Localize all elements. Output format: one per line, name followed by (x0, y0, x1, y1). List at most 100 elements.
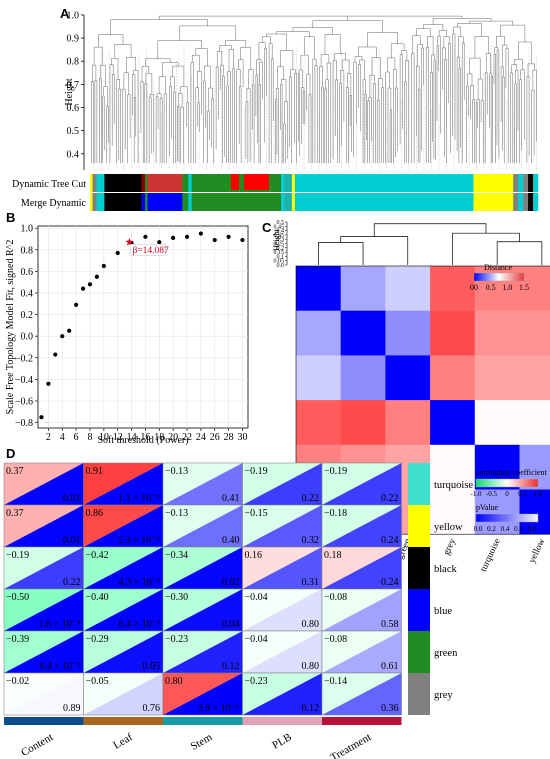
eigengene-dendro-tick-label: 0.0 (277, 263, 285, 269)
pvalue-value: 0.22 (63, 577, 81, 588)
scatter-x-tick-label: 12 (113, 432, 123, 443)
pvalue-triangle (163, 589, 243, 631)
distance-cell (474, 489, 520, 535)
pvalue-value: 0.41 (222, 493, 240, 504)
pvalue-triangle (83, 589, 163, 631)
pvalue-triangle (4, 463, 84, 505)
pvalue-triangle (163, 463, 243, 505)
trait-color-strip: Content Leaf Stem PLB Treatment (4, 717, 402, 759)
module-row-label: black (434, 564, 457, 575)
eigengene-dendro-tick-label: 0.35 (274, 233, 285, 239)
scatter-x-tick-label: 2 (46, 432, 51, 443)
panel-d-letter: D (6, 446, 15, 461)
pvalue-triangle (83, 631, 163, 673)
module-swatch (408, 673, 430, 715)
eigengene-col-label: turquoise (479, 537, 503, 573)
pvalue-value: 0.80 (302, 619, 320, 630)
pvalue-legend-tick: 0.0 (474, 525, 483, 533)
distance-cell (296, 310, 342, 356)
correlation-legend: correlation coefficient pValue -1.0 -0.5 0… (470, 468, 547, 533)
corr-legend-tick: -1.0 (470, 490, 482, 498)
pvalue-triangle (242, 547, 322, 589)
panel-b-scatter: 2 4 6 8 10 12 14 16 18 20 22 24 26 28 30−0.8−0.6−0.4−0… (5, 224, 249, 446)
module-color-segment (291, 193, 296, 211)
scatter-axes: 2 4 6 8 10 12 14 16 18 20 22 24 26 28 30−0.8−0.6−0.4−0… (15, 224, 248, 443)
trait-swatch (83, 717, 163, 725)
module-color-segment (145, 193, 148, 211)
module-color-segment (141, 174, 146, 192)
panel-a-letter: A (60, 6, 70, 21)
panel-d-trait-heatmap: 0.370.010.911.1 × 10⁻⁹−0.130.41−0.190.22… (3, 462, 547, 759)
module-color-bars (90, 174, 539, 211)
distance-cell (296, 400, 342, 446)
eigengene-dendro-tick-label: 0.3 (277, 237, 285, 243)
scatter-point (39, 415, 44, 420)
corr-legend-tick: 0 (505, 490, 509, 498)
eigengene-dendro-tick-label: 0.45 (274, 224, 285, 230)
corr-value: −0.08 (324, 592, 347, 603)
distance-cell (296, 266, 342, 312)
pvalue-value: 0.80 (302, 661, 320, 672)
trait-label: PLB (270, 731, 293, 751)
dendro-y-tick-label: 0.6 (67, 103, 80, 114)
corr-value: −0.19 (6, 550, 29, 561)
pvalue-value: 0.40 (222, 535, 240, 546)
module-color-segment (523, 193, 529, 211)
module-row-label: blue (434, 606, 452, 617)
corr-value: −0.14 (324, 676, 347, 687)
corr-value: −0.23 (245, 676, 268, 687)
distance-cell (340, 355, 386, 401)
module-color-segment (191, 193, 282, 211)
module-color-segment (145, 174, 148, 192)
module-color-segment (291, 174, 296, 192)
distance-cell (519, 310, 550, 356)
eigengene-dendro-branches (318, 223, 543, 265)
distance-cell (519, 266, 550, 312)
corr-value: 0.91 (86, 466, 104, 477)
dendro-y-tick-label: 0.8 (67, 57, 80, 68)
pvalue-triangle (163, 547, 243, 589)
scatter-point (87, 282, 93, 287)
pvalue-legend-tick: 0.2 (487, 525, 496, 533)
pvalue-value: 0.76 (143, 703, 161, 714)
pvalue-legend-title: pValue (476, 503, 499, 512)
distance-legend-tick: 0.5 (486, 283, 496, 292)
corr-value: −0.39 (6, 634, 29, 645)
trait-label: Content (19, 731, 55, 759)
corr-value: 0.86 (86, 508, 104, 519)
module-color-segment (528, 174, 534, 192)
module-color-segment (92, 193, 97, 211)
module-color-segment (188, 193, 193, 211)
scatter-point (143, 234, 148, 239)
module-row-label: turquoise (434, 480, 473, 491)
pvalue-triangle (242, 505, 322, 547)
eigengene-dendro-tick-label: 0.2 (277, 246, 285, 252)
module-color-segment (473, 174, 514, 192)
scatter-point (115, 250, 120, 256)
scatter-x-tick-label: 18 (154, 432, 164, 443)
scatter-y-tick-label: 0.0 (21, 332, 34, 343)
pvalue-value: 3.9 × 10⁻⁶ (198, 703, 240, 714)
scatter-x-tick-label: 4 (60, 432, 65, 443)
scatter-y-label: Scale Free Topology Model Fit, signed R^… (5, 240, 16, 415)
scatter-y-tick-label: −0.2 (15, 353, 33, 364)
pvalue-triangle (83, 463, 163, 505)
eigengene-dendrogram: 0.50.450.40.350.30.250.20.150.10.050.0 (274, 220, 543, 269)
pvalue-triangle (4, 547, 84, 589)
distance-cell (296, 355, 342, 401)
corr-value: 0.16 (245, 550, 263, 561)
corr-legend-title: correlation coefficient (476, 468, 547, 477)
pvalue-legend-bar (475, 513, 539, 523)
corr-value: −0.40 (86, 592, 109, 603)
scatter-x-tick-label: 10 (99, 432, 109, 443)
corr-value: −0.19 (324, 466, 347, 477)
module-color-segment (294, 193, 474, 211)
pvalue-value: 0.22 (381, 493, 399, 504)
pvalue-triangle (4, 631, 84, 673)
pvalue-triangle (163, 505, 243, 547)
pvalue-value: 0.24 (381, 535, 399, 546)
scatter-y-tick-label: 0.2 (21, 310, 34, 321)
distance-cell (474, 355, 520, 401)
corr-value: −0.19 (245, 466, 268, 477)
pvalue-value: 2.3 × 10⁻⁹ (118, 535, 160, 546)
